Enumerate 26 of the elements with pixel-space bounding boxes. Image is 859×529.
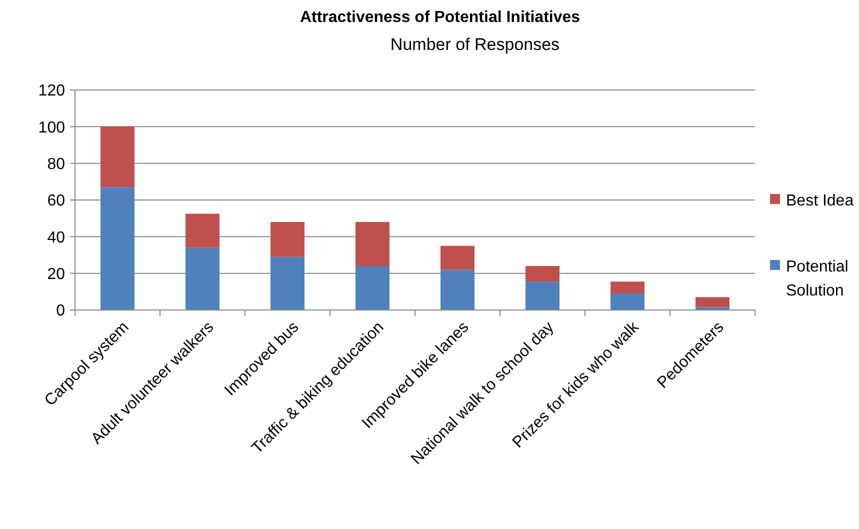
bar (526, 282, 560, 310)
bar (356, 266, 390, 310)
y-tick-label: 60 (47, 192, 66, 210)
legend-label: Potential Solution (786, 258, 848, 300)
y-tick-label: 20 (47, 266, 66, 283)
chart-title: Attractiveness of Potential Initiatives (300, 9, 580, 26)
bar (440, 246, 474, 270)
bar (270, 222, 304, 257)
y-tick-label: 100 (38, 119, 66, 136)
bar (186, 214, 220, 248)
bar (356, 222, 390, 266)
chart-subtitle: Number of Responses (390, 35, 560, 54)
bar (270, 256, 304, 310)
bar (696, 297, 730, 308)
y-tick-label: 120 (38, 82, 66, 100)
y-tick-label: 0 (56, 302, 66, 320)
y-tick-label: 40 (47, 229, 66, 246)
bar (440, 270, 474, 310)
bar (610, 282, 644, 294)
bar (186, 248, 220, 310)
legend-label: Best Idea (786, 192, 854, 210)
bar (100, 187, 134, 310)
bar (526, 266, 560, 282)
bar (100, 126, 134, 188)
y-tick-label: 80 (47, 156, 66, 173)
bar (610, 294, 644, 310)
